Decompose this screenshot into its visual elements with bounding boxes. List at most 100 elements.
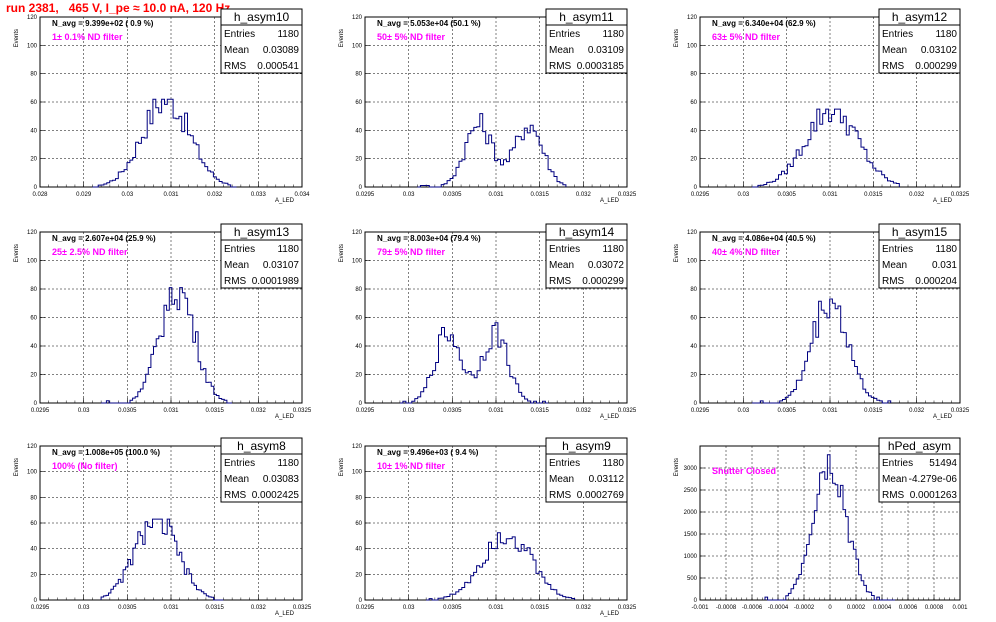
h4-ylabel: Events bbox=[339, 244, 345, 262]
h2-stats-entries-label: Entries bbox=[882, 29, 913, 40]
h7-stats-entries-value: 1180 bbox=[602, 458, 624, 469]
h4-xtick-label: 0.03 bbox=[403, 408, 415, 414]
h6-xlabel: A_LED bbox=[275, 611, 295, 617]
h6-stats-mean-value: 0.03083 bbox=[263, 474, 300, 485]
h1-navg: N_avg = 5.053e+04 (50.1 %) bbox=[377, 19, 481, 28]
h7-stats-mean-value: 0.03112 bbox=[589, 474, 625, 485]
h2-ytick-label: 80 bbox=[690, 72, 697, 78]
h6-ytick-label: 40 bbox=[30, 547, 37, 553]
h4-ytick-label: 80 bbox=[355, 287, 362, 293]
h8-xtick-label: -0.0008 bbox=[716, 605, 737, 611]
h1-xlabel: A_LED bbox=[600, 198, 620, 204]
h8-xtick-label: 0 bbox=[828, 605, 832, 611]
h3-filter-label: 25± 2.5% ND filter bbox=[52, 247, 128, 257]
h2-ytick-label: 0 bbox=[694, 185, 698, 191]
h4-ytick-label: 20 bbox=[355, 373, 362, 379]
h4-xtick-label: 0.0295 bbox=[356, 408, 375, 414]
h6-stats-entries-value: 1180 bbox=[277, 458, 299, 469]
h7-xtick-label: 0.0325 bbox=[618, 605, 637, 611]
h8-ytick-label: 500 bbox=[687, 576, 698, 582]
h3-xtick-label: 0.0295 bbox=[31, 408, 50, 414]
h0-ytick-label: 80 bbox=[30, 72, 37, 78]
h3-ytick-label: 100 bbox=[27, 259, 38, 265]
h5-ytick-label: 60 bbox=[690, 316, 697, 322]
h3-stats-entries-label: Entries bbox=[224, 244, 255, 255]
h2-filter-label: 63± 5% ND filter bbox=[712, 32, 780, 42]
h8-ytick-label: 3000 bbox=[684, 466, 698, 472]
h8-ytick-label: 0 bbox=[694, 598, 698, 604]
h8-xtick-label: -0.0002 bbox=[794, 605, 815, 611]
h7-stats-mean-label: Mean bbox=[549, 474, 574, 485]
h1-stats-entries-label: Entries bbox=[549, 29, 580, 40]
h6-stats-box bbox=[220, 453, 303, 503]
h6-ytick-label: 60 bbox=[30, 521, 37, 527]
h3-xtick-label: 0.032 bbox=[251, 408, 267, 414]
h2-xtick-label: 0.031 bbox=[822, 192, 838, 198]
h8-xtick-label: 0.0006 bbox=[899, 605, 918, 611]
h4-stats-rms-value: 0.000299 bbox=[582, 276, 624, 287]
h3-stats-title: h_asym13 bbox=[234, 225, 290, 239]
h5-histogram-line bbox=[752, 298, 892, 404]
h8-stats-rms-value: 0.0001263 bbox=[910, 490, 958, 501]
h2-xtick-label: 0.0325 bbox=[951, 192, 970, 198]
h7-xtick-label: 0.03 bbox=[403, 605, 415, 611]
h1-stats-box bbox=[545, 24, 628, 74]
h8-xtick-label: -0.0004 bbox=[768, 605, 789, 611]
h4-xtick-label: 0.0315 bbox=[530, 408, 549, 414]
h3-ylabel: Events bbox=[14, 244, 20, 262]
h0-histogram-line bbox=[92, 98, 237, 188]
h8-xtick-label: 0.0002 bbox=[847, 605, 866, 611]
h6-ytick-label: 100 bbox=[27, 470, 38, 476]
h1-ytick-label: 80 bbox=[355, 72, 362, 78]
h4-stats-mean-value: 0.03072 bbox=[588, 260, 625, 271]
h3-xtick-label: 0.0315 bbox=[205, 408, 224, 414]
h2-ytick-label: 60 bbox=[690, 100, 697, 106]
h2-ylabel: Events bbox=[674, 29, 680, 47]
h4-stats-mean-label: Mean bbox=[549, 260, 574, 271]
h3-stats-box bbox=[220, 239, 303, 289]
h4-xtick-label: 0.0305 bbox=[443, 408, 462, 414]
h4-ytick-label: 120 bbox=[352, 230, 363, 236]
h2-stats-box bbox=[878, 24, 961, 74]
h8-stats-box bbox=[878, 453, 961, 503]
h6-xtick-label: 0.031 bbox=[163, 605, 179, 611]
h7-ytick-label: 0 bbox=[359, 598, 363, 604]
h6-stats-rms-label: RMS bbox=[224, 490, 247, 501]
h5-xtick-label: 0.0315 bbox=[864, 408, 883, 414]
h1-histogram-line bbox=[417, 113, 567, 188]
h7-stats-title: h_asym9 bbox=[562, 439, 611, 453]
h4-xlabel: A_LED bbox=[600, 414, 620, 420]
h5-stats-entries-label: Entries bbox=[882, 244, 913, 255]
h2-xlabel: A_LED bbox=[933, 198, 953, 204]
h4-xtick-label: 0.0325 bbox=[618, 408, 637, 414]
h1-ytick-label: 120 bbox=[352, 15, 363, 21]
h5-ylabel: Events bbox=[674, 244, 680, 262]
h1-stats-rms-value: 0.0003185 bbox=[577, 61, 625, 72]
h0-stats-rms-value: 0.000541 bbox=[257, 61, 299, 72]
h1-xtick-label: 0.03 bbox=[403, 192, 415, 198]
h1-stats-title: h_asym11 bbox=[559, 10, 614, 24]
h4-histogram-line bbox=[399, 322, 549, 404]
h6-stats-rms-value: 0.0002425 bbox=[252, 490, 300, 501]
h1-xtick-label: 0.0325 bbox=[618, 192, 637, 198]
h3-navg: N_avg = 2.607e+04 (25.9 %) bbox=[52, 234, 156, 243]
h1-ytick-label: 20 bbox=[355, 157, 362, 163]
h1-ytick-label: 100 bbox=[352, 43, 363, 49]
h7-stats-rms-label: RMS bbox=[549, 490, 572, 501]
h0-xlabel: A_LED bbox=[275, 198, 295, 204]
h7-ytick-label: 100 bbox=[352, 470, 363, 476]
h0-ylabel: Events bbox=[14, 29, 20, 47]
h4-ytick-label: 60 bbox=[355, 316, 362, 322]
h2-stats-entries-value: 1180 bbox=[935, 29, 957, 40]
h7-xtick-label: 0.031 bbox=[488, 605, 504, 611]
h5-ytick-label: 40 bbox=[690, 344, 697, 350]
h2-histogram-line bbox=[752, 108, 900, 188]
h0-ytick-label: 40 bbox=[30, 128, 37, 134]
h5-ytick-label: 0 bbox=[694, 401, 698, 407]
h5-xtick-label: 0.0295 bbox=[691, 408, 710, 414]
h8-xtick-label: -0.001 bbox=[691, 605, 709, 611]
h5-stats-entries-value: 1180 bbox=[935, 244, 957, 255]
h0-stats-box bbox=[220, 24, 303, 74]
h8-xtick-label: 0.0008 bbox=[925, 605, 944, 611]
h0-navg: N_avg = 9.399e+02 ( 0.9 %) bbox=[52, 19, 154, 28]
